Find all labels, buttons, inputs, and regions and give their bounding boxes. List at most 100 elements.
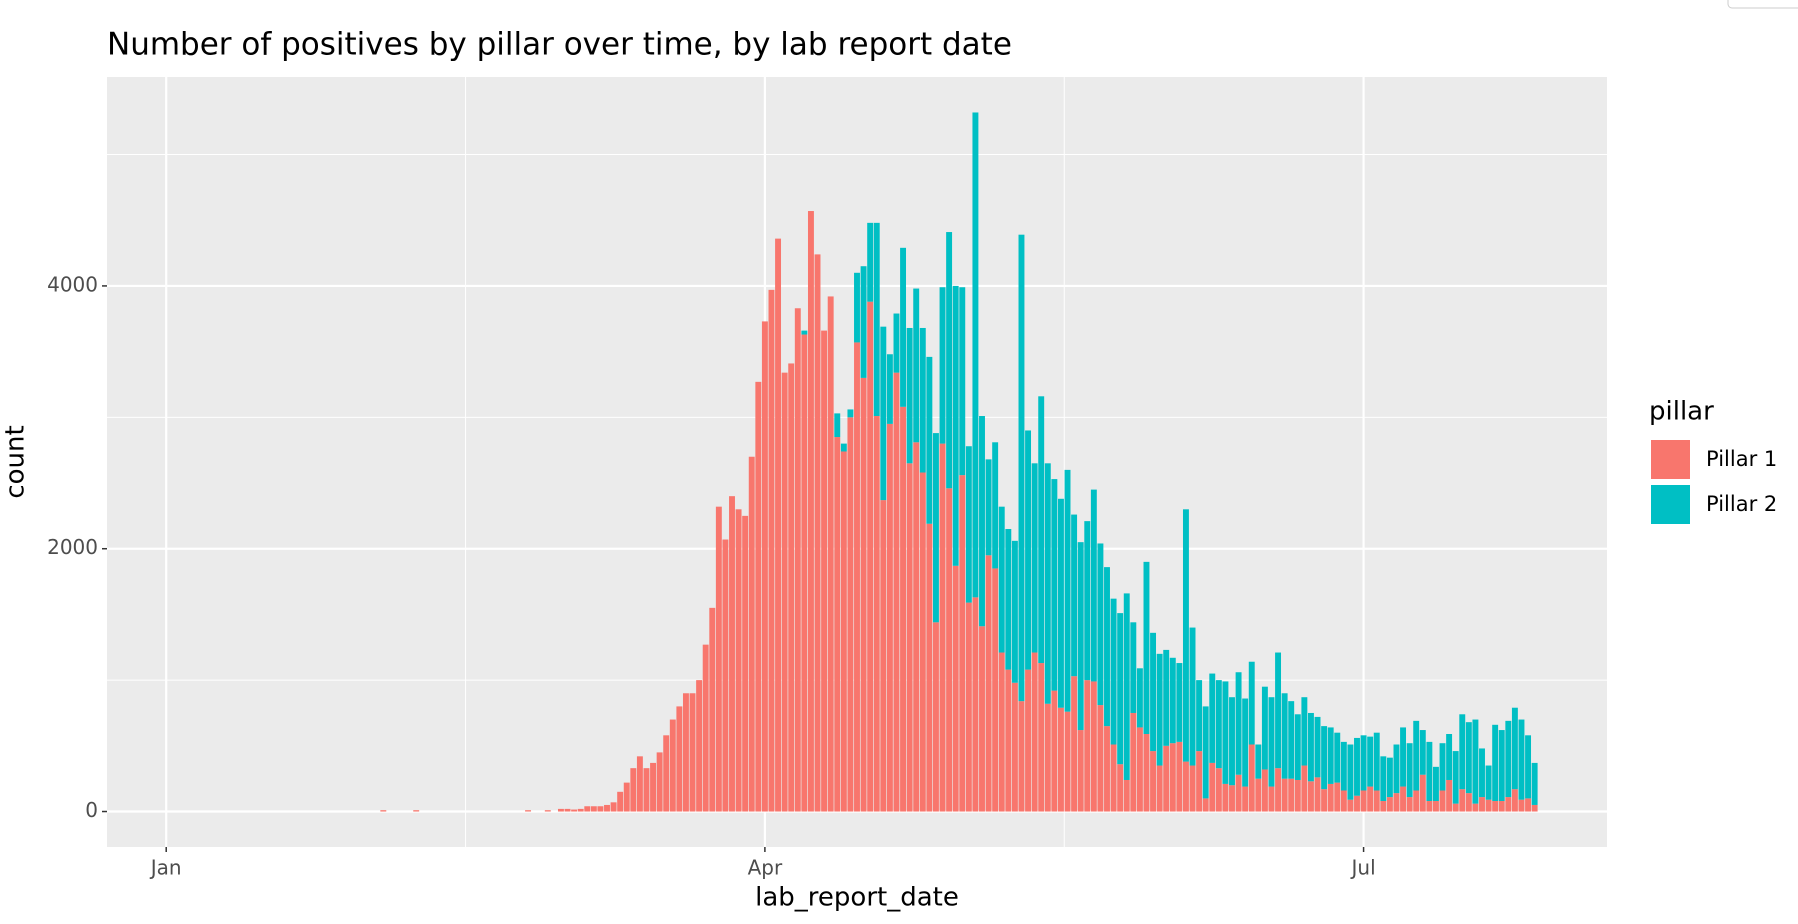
bar-segment — [1452, 751, 1459, 804]
bar-segment — [1235, 774, 1242, 812]
bar-segment — [1229, 785, 1235, 812]
bar-segment — [867, 301, 874, 812]
bar-segment — [1071, 514, 1078, 677]
bar-segment — [1031, 463, 1038, 653]
bar-segment — [1044, 703, 1051, 812]
bar-segment — [1202, 706, 1209, 799]
bar-segment — [676, 706, 683, 812]
bar-segment — [1413, 720, 1420, 791]
bar-segment — [1261, 769, 1268, 812]
bar-segment — [1472, 719, 1479, 804]
y-axis-title: count — [1, 425, 31, 498]
bar-segment — [1492, 801, 1499, 812]
legend-key — [1651, 485, 1690, 524]
bar-segment — [643, 768, 650, 812]
bar-segment — [1406, 797, 1413, 812]
bar-segment — [1044, 463, 1051, 704]
bar-segment — [1498, 801, 1505, 812]
bar-segment — [834, 413, 841, 438]
bar-segment — [906, 463, 913, 812]
bar-segment — [1327, 783, 1334, 812]
bar-segment — [1459, 714, 1466, 790]
bar-segment — [1189, 765, 1196, 812]
bar-segment — [1097, 705, 1104, 812]
bar-segment — [1255, 778, 1262, 812]
bar-segment — [1314, 716, 1321, 778]
bar-segment — [544, 810, 551, 812]
bar-segment — [682, 693, 689, 812]
bar-segment — [801, 334, 808, 812]
bar-segment — [1229, 697, 1235, 786]
bar-segment — [1209, 673, 1216, 763]
bar-segment — [873, 416, 880, 812]
bar-segment — [663, 735, 670, 812]
corner-button[interactable] — [1727, 0, 1798, 9]
bar-segment — [1485, 799, 1492, 812]
bar-segment — [1130, 622, 1137, 713]
bar-segment — [1294, 779, 1301, 812]
bar-segment — [1005, 669, 1012, 812]
bar-segment — [1334, 732, 1341, 783]
bar-segment — [689, 693, 696, 812]
bar-segment — [1163, 745, 1170, 812]
bar-segment — [1393, 793, 1400, 812]
x-axis-title: lab_report_date — [755, 883, 959, 913]
bar-segment — [735, 509, 742, 812]
bar-segment — [1301, 765, 1308, 812]
bar-segment — [1104, 726, 1110, 812]
bar-segment — [1117, 764, 1124, 812]
bar-segment — [827, 296, 834, 812]
bar-segment — [880, 500, 887, 812]
bar-segment — [590, 806, 597, 812]
bar-segment — [801, 330, 808, 335]
bar-segment — [1143, 561, 1150, 734]
bar-segment — [1051, 690, 1058, 812]
bar-segment — [617, 791, 624, 812]
bar-segment — [952, 565, 959, 812]
bar-segment — [939, 443, 946, 812]
bar-segment — [1275, 652, 1282, 769]
bar-segment — [1156, 653, 1163, 766]
bar-segment — [959, 287, 966, 476]
bar-segment — [979, 626, 985, 812]
bar-segment — [1169, 743, 1176, 812]
bar-segment — [1452, 803, 1459, 812]
bar-segment — [893, 372, 900, 812]
bar-segment — [1426, 801, 1433, 812]
bar-segment — [729, 496, 735, 812]
bar-segment — [1314, 777, 1321, 812]
bar-segment — [1189, 627, 1196, 766]
bar-segment — [860, 377, 867, 812]
bar-segment — [1321, 789, 1328, 812]
bar-segment — [1511, 789, 1518, 812]
bar-segment — [742, 515, 749, 812]
bar-segment — [1465, 722, 1472, 794]
x-tick-label: Jul — [1350, 856, 1376, 880]
bar-segment — [1432, 801, 1439, 812]
bar-segment — [847, 409, 854, 418]
bar-segment — [1196, 680, 1203, 752]
bar-segment — [650, 762, 657, 812]
bar-segment — [564, 808, 571, 812]
bar-segment — [900, 406, 907, 812]
bar-segment — [1419, 774, 1426, 812]
bar-segment — [755, 381, 762, 812]
bar-segment — [1485, 765, 1492, 800]
bar-segment — [893, 313, 900, 373]
bar-segment — [748, 456, 755, 812]
bar-segment — [1163, 649, 1170, 746]
bar-segment — [1281, 693, 1288, 779]
bar-segment — [696, 680, 703, 812]
bar-segment — [1215, 768, 1222, 812]
bar-segment — [1084, 521, 1091, 681]
bar-segment — [1084, 680, 1091, 812]
bar-segment — [794, 308, 801, 812]
bar-segment — [939, 287, 946, 444]
bar-segment — [1360, 790, 1367, 812]
bar-segment — [669, 719, 676, 812]
bar-segment — [1169, 657, 1176, 744]
bar-segment — [1018, 234, 1025, 702]
bar-segment — [1097, 543, 1104, 706]
bar-segment — [1373, 732, 1380, 791]
bar-segment — [1307, 712, 1314, 782]
